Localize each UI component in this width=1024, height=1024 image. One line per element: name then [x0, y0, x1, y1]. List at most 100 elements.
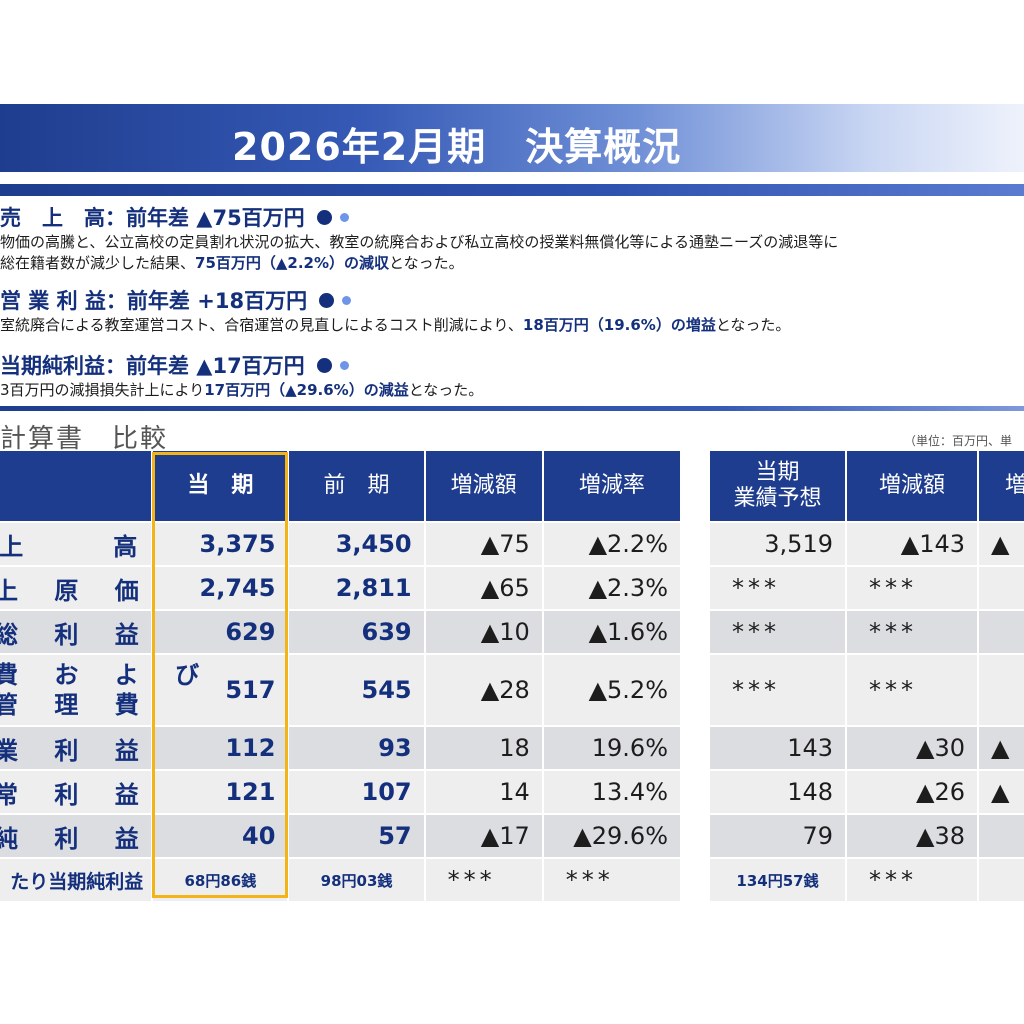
previous-value: 93 [288, 725, 426, 770]
diff-value: ▲17 [424, 813, 544, 858]
forecast-value: 148 [710, 769, 847, 814]
current-value: 517 [152, 653, 290, 726]
previous-value: 57 [288, 813, 426, 858]
row-label: 純 利 益 [0, 813, 154, 858]
net-income-section: 当期純利益：前年差 ▲17百万円 3百万円の減損損失計上により17百万円（▲29… [0, 350, 483, 401]
bullet-dot-icon [319, 292, 335, 308]
forecast-diff: *** [846, 857, 979, 901]
table-row: たり当期純利益 68円86銭 98円03銭 *** *** [0, 857, 683, 901]
previous-value: 98円03銭 [288, 857, 426, 901]
unit-note: （単位：百万円、単 [904, 434, 1013, 448]
row-label: 常 利 益 [0, 769, 154, 814]
diff-value: ▲65 [424, 565, 544, 610]
income-statement-table: 当 期 前 期 増減額 増減率 上 高 3,375 3,450 ▲75 ▲2.2… [0, 451, 683, 901]
forecast-table: 当期 業績予想 増減額 増 3,519 ▲143 ▲ *** *** *** **… [710, 451, 1024, 901]
section-heading: 営 業 利 益：前年差 +18百万円 [0, 285, 790, 315]
forecast-diff: ▲143 [846, 521, 979, 566]
header-current: 当 期 [152, 451, 290, 522]
operating-profit-section: 営 業 利 益：前年差 +18百万円 室統廃合による教室運営コスト、合宿運営の見… [0, 285, 790, 336]
header-diff: 増減額 [424, 451, 544, 522]
row-label: 業 利 益 [0, 725, 154, 770]
table-row: 業 利 益 112 93 18 19.6% [0, 725, 683, 770]
forecast-rate: ▲ [978, 769, 1024, 814]
rate-value: 19.6% [542, 725, 683, 770]
table-header-row: 当期 業績予想 増減額 増 [710, 451, 1024, 522]
table-row: 134円57銭 *** [710, 857, 1024, 901]
diff-value: 14 [424, 769, 544, 814]
table-row: 上 高 3,375 3,450 ▲75 ▲2.2% [0, 521, 683, 566]
rate-value: *** [542, 857, 683, 901]
current-value: 68円86銭 [152, 857, 290, 901]
table-header-row: 当 期 前 期 増減額 増減率 [0, 451, 683, 522]
current-value: 40 [152, 813, 290, 858]
forecast-value: 79 [710, 813, 847, 858]
table-subtitle: 計算書 比較 [0, 424, 169, 454]
forecast-value: *** [710, 565, 847, 610]
forecast-value: 3,519 [710, 521, 847, 566]
table-row: 費 お よ び 管 理 費 517 545 ▲28 ▲5.2% [0, 653, 683, 726]
rate-value: ▲2.3% [542, 565, 683, 610]
previous-value: 545 [288, 653, 426, 726]
table-row: 上 原 価 2,745 2,811 ▲65 ▲2.3% [0, 565, 683, 610]
table-row: 常 利 益 121 107 14 13.4% [0, 769, 683, 814]
sales-section: 売 上 高：前年差 ▲75百万円 物価の高騰と、公立高校の定員割れ状況の拡大、教… [0, 202, 838, 274]
header-previous: 前 期 [288, 451, 426, 522]
page-title: 2026年2月期 決算概況 [232, 125, 682, 169]
header-forecast-rate: 増 [978, 451, 1024, 522]
section-text: 3百万円の減損損失計上により17百万円（▲29.6%）の減益となった。 [0, 381, 484, 399]
row-label: たり当期純利益 [0, 857, 154, 901]
diff-value: ▲75 [424, 521, 544, 566]
rate-value: ▲1.6% [542, 609, 683, 654]
current-value: 3,375 [152, 521, 290, 566]
table-row: 純 利 益 40 57 ▲17 ▲29.6% [0, 813, 683, 858]
forecast-rate [978, 609, 1024, 654]
forecast-rate [978, 565, 1024, 610]
current-value: 2,745 [152, 565, 290, 610]
previous-value: 107 [288, 769, 426, 814]
forecast-rate: ▲ [978, 725, 1024, 770]
header-rate: 増減率 [542, 451, 683, 522]
rate-value: 13.4% [542, 769, 683, 814]
forecast-value: *** [710, 653, 847, 726]
table-row: 総 利 益 629 639 ▲10 ▲1.6% [0, 609, 683, 654]
section-heading: 当期純利益：前年差 ▲17百万円 [0, 350, 483, 380]
table-row: *** *** [710, 565, 1024, 610]
previous-value: 3,450 [288, 521, 426, 566]
bullet-dot-small-icon [339, 360, 349, 370]
forecast-diff: ▲38 [846, 813, 979, 858]
forecast-rate: ▲ [978, 521, 1024, 566]
table-row: 79 ▲38 [710, 813, 1024, 858]
current-value: 629 [152, 609, 290, 654]
previous-value: 2,811 [288, 565, 426, 610]
bullet-dot-small-icon [339, 212, 349, 222]
bullet-dot-icon [316, 209, 332, 225]
section-text: 物価の高騰と、公立高校の定員割れ状況の拡大、教室の統廃合および私立高校の授業料無… [0, 233, 839, 272]
table-row: 3,519 ▲143 ▲ [710, 521, 1024, 566]
rate-value: ▲2.2% [542, 521, 683, 566]
header-item [0, 451, 154, 522]
header-forecast-diff: 増減額 [846, 451, 979, 522]
diff-value: ▲10 [424, 609, 544, 654]
forecast-diff: *** [846, 565, 979, 610]
table-row: *** *** [710, 653, 1024, 726]
forecast-value: 143 [710, 725, 847, 770]
table-row: *** *** [710, 609, 1024, 654]
current-value: 121 [152, 769, 290, 814]
forecast-diff: ▲30 [846, 725, 979, 770]
forecast-diff: *** [846, 653, 979, 726]
current-value: 112 [152, 725, 290, 770]
forecast-rate [978, 653, 1024, 726]
table-row: 148 ▲26 ▲ [710, 769, 1024, 814]
row-label: 上 原 価 [0, 565, 154, 610]
previous-value: 639 [288, 609, 426, 654]
forecast-diff: *** [846, 609, 979, 654]
forecast-rate [978, 857, 1024, 901]
divider-bottom [0, 406, 1024, 411]
row-label: 上 高 [0, 521, 154, 566]
forecast-rate [978, 813, 1024, 858]
rate-value: ▲5.2% [542, 653, 683, 726]
row-label: 総 利 益 [0, 609, 154, 654]
bullet-dot-small-icon [342, 295, 352, 305]
forecast-diff: ▲26 [846, 769, 979, 814]
diff-value: ▲28 [424, 653, 544, 726]
